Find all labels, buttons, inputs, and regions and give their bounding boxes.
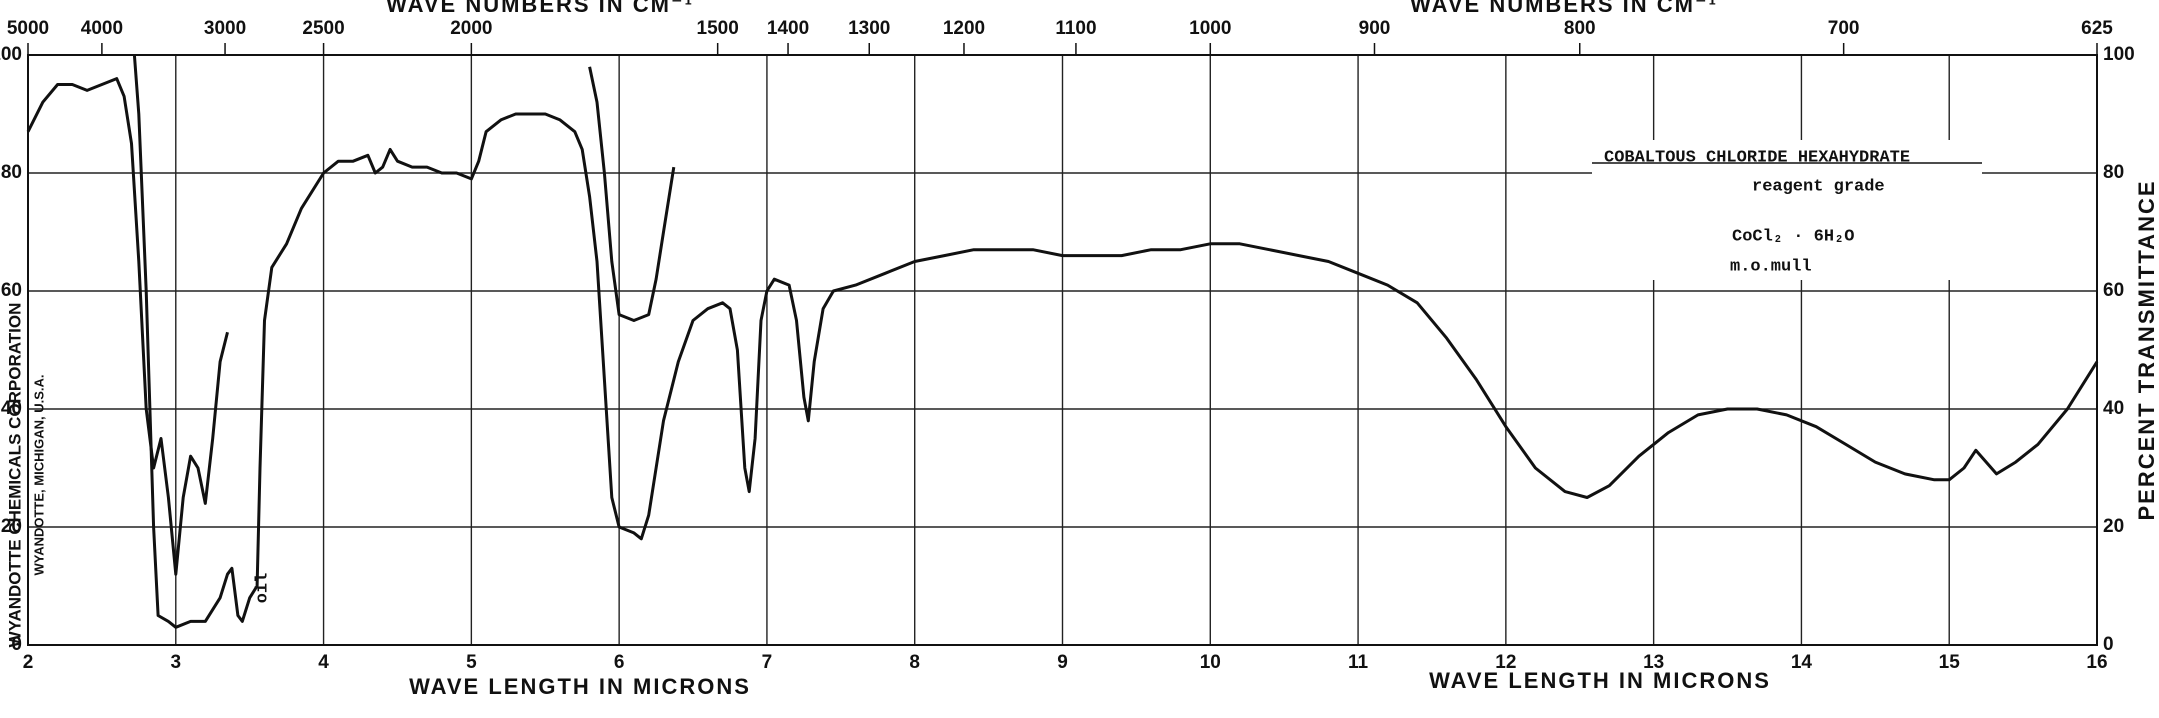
x-tick-label: 11 [1348, 652, 1369, 673]
annotation: reagent grade [1752, 177, 1885, 196]
x2-tick-label: 700 [1828, 18, 1860, 39]
x-tick-label: 14 [1791, 652, 1813, 673]
x2-axis-title: WAVE NUMBERS IN CM⁻¹ [1410, 0, 1718, 17]
x2-tick-label: 4000 [81, 18, 123, 39]
x2-tick-label: 5000 [7, 18, 49, 39]
y2-tick-label: 40 [2103, 398, 2124, 419]
annotation: m.o.mull [1730, 257, 1812, 276]
x-tick-label: 5 [466, 652, 477, 673]
x-tick-label: 10 [1200, 652, 1221, 673]
y2-tick-label: 20 [2103, 516, 2124, 537]
x-tick-label: 2 [23, 652, 34, 673]
x2-tick-label: 2000 [450, 18, 492, 39]
x2-tick-label: 3000 [204, 18, 246, 39]
x2-tick-label: 1200 [943, 18, 985, 39]
x-tick-label: 6 [614, 652, 625, 673]
x2-tick-label: 800 [1564, 18, 1596, 39]
annotation: CoCl₂ · 6H₂O [1732, 227, 1854, 246]
y2-tick-label: 100 [2103, 44, 2135, 65]
spectrum-line [588, 66, 676, 322]
x2-tick-label: 1400 [767, 18, 809, 39]
x2-tick-label: 1300 [848, 18, 890, 39]
y-tick-label: 60 [1, 280, 22, 301]
y-tick-label: 20 [1, 516, 22, 537]
ticks: 0 0 20 20 40 40 60 60 80 80 100 100 2 3 4 5 6 7 8 9 10 11 12 13… [0, 18, 2135, 673]
y-tick-label: 80 [1, 162, 22, 183]
x-tick-label: 8 [909, 652, 920, 673]
x-axis-title: WAVE LENGTH IN MICRONS [1429, 668, 1771, 693]
y-tick-label: 40 [1, 398, 22, 419]
publisher: WYANDOTTE, MICHIGAN, U.S.A. [31, 374, 46, 575]
y2-tick-label: 60 [2103, 280, 2124, 301]
x2-tick-label: 900 [1359, 18, 1391, 39]
x-tick-label: 15 [1939, 652, 1961, 673]
x2-tick-label: 1100 [1055, 18, 1096, 39]
annotation: oil [253, 573, 272, 604]
x2-axis-title: WAVE NUMBERS IN CM⁻¹ [386, 0, 694, 17]
x-tick-label: 13 [1643, 652, 1664, 673]
x-tick-label: 9 [1057, 652, 1068, 673]
x2-tick-label: 1000 [1189, 18, 1231, 39]
publisher: WYANDOTTE CHEMICALS CORPORATION [5, 303, 24, 648]
y-axis-title: PERCENT TRANSMITTANCE [2134, 179, 2159, 520]
x-tick-label: 16 [2086, 652, 2107, 673]
y2-tick-label: 80 [2103, 162, 2124, 183]
x2-tick-label: 625 [2081, 18, 2113, 39]
y-tick-label: 0 [11, 634, 22, 655]
y2-tick-label: 0 [2103, 634, 2114, 655]
x2-tick-label: 2500 [302, 18, 344, 39]
x-tick-label: 12 [1495, 652, 1516, 673]
x-tick-label: 7 [762, 652, 773, 673]
spectrum-line [132, 54, 2099, 629]
x-tick-label: 4 [318, 652, 329, 673]
annotation-title: COBALTOUS CHLORIDE HEXAHYDRATE [1604, 148, 1910, 167]
spectrum [26, 54, 2099, 629]
grid [27, 54, 2098, 646]
x2-tick-label: 1500 [697, 18, 739, 39]
x-tick-label: 3 [170, 652, 181, 673]
y-tick-label: 100 [0, 44, 22, 65]
plot-frame [27, 54, 2098, 646]
x-axis-title: WAVE LENGTH IN MICRONS [409, 674, 751, 699]
